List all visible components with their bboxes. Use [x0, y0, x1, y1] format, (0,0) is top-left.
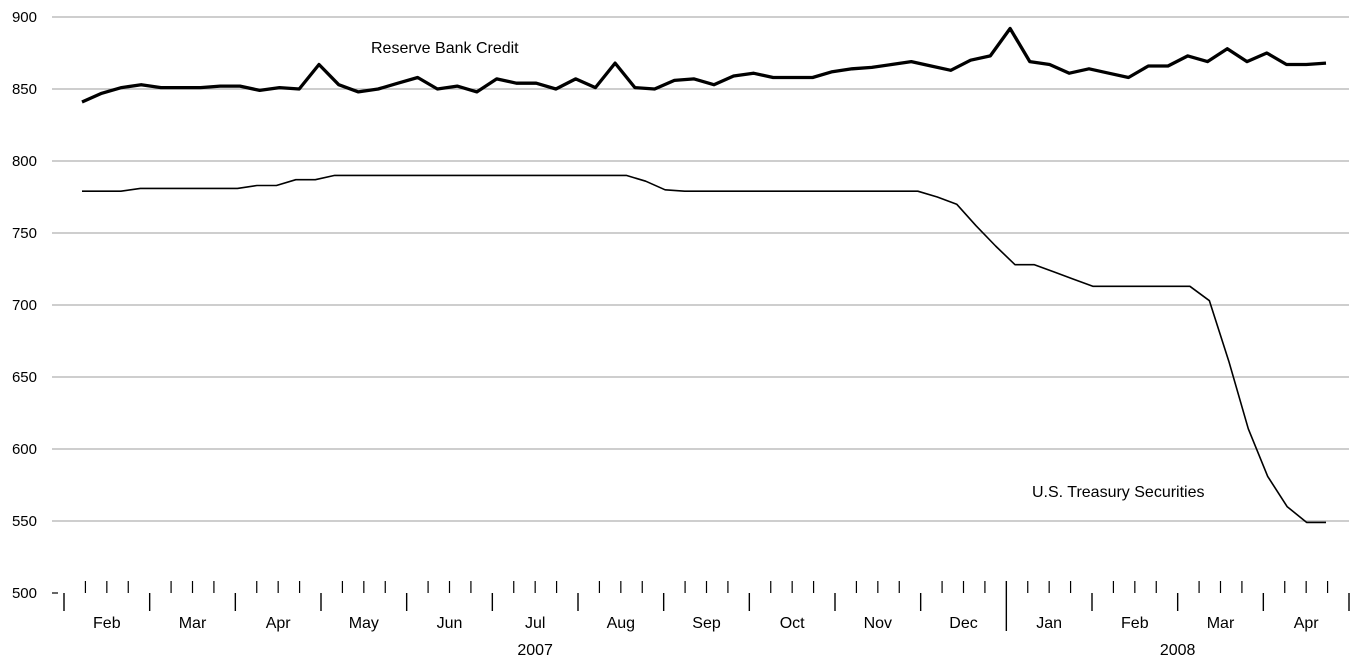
- y-axis-labels: 500 550 600 650 700 750 800 850 900: [12, 9, 58, 602]
- x-tick-label: Mar: [1207, 615, 1235, 632]
- y-tick-label: 700: [12, 297, 37, 314]
- x-tick-label: Oct: [780, 615, 805, 632]
- x-tick-label: Mar: [179, 615, 207, 632]
- y-tick-label: 550: [12, 513, 37, 530]
- y-tick-label: 650: [12, 369, 37, 386]
- x-tick-label: Jul: [525, 615, 545, 632]
- y-tick-label: 900: [12, 9, 37, 26]
- series-line-us-treasury-securities: [82, 174, 1326, 524]
- series-lines: [81, 26, 1327, 524]
- x-tick-label: May: [349, 615, 379, 632]
- y-tick-label: 800: [12, 153, 37, 170]
- year-label-2008: 2008: [1160, 642, 1196, 659]
- x-tick-label: Aug: [607, 615, 635, 632]
- annotation-us-treasury-securities: U.S. Treasury Securities: [1032, 484, 1205, 501]
- annotation-reserve-bank-credit: Reserve Bank Credit: [371, 40, 519, 57]
- x-tick-label: Feb: [1121, 615, 1149, 632]
- x-tick-label: Apr: [266, 615, 292, 632]
- year-label-2007: 2007: [517, 642, 553, 659]
- x-tick-label: Dec: [949, 615, 977, 632]
- y-tick-label: 600: [12, 441, 37, 458]
- series-line-reserve-bank-credit: [81, 26, 1327, 104]
- gridlines: [52, 16, 1349, 522]
- x-tick-label: Feb: [93, 615, 121, 632]
- y-tick-label: 750: [12, 225, 37, 242]
- x-tick-label: Nov: [864, 615, 892, 632]
- x-tick-label: Jun: [437, 615, 463, 632]
- y-tick-label: 500: [12, 585, 37, 602]
- x-tick-label: Apr: [1294, 615, 1320, 632]
- x-tick-label: Jan: [1036, 615, 1062, 632]
- y-tick-label: 850: [12, 81, 37, 98]
- x-axis: Feb Mar Apr May Jun Jul Aug Sep Oct Nov Dec Jan Feb M…: [63, 581, 1350, 659]
- x-tick-label: Sep: [692, 615, 721, 632]
